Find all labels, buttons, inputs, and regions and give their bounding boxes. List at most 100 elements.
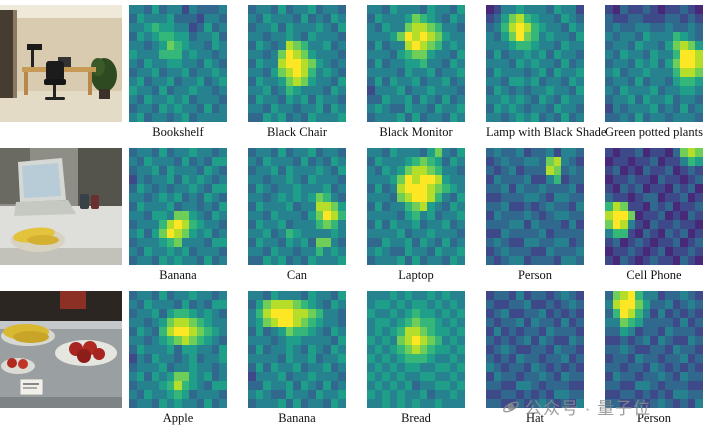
heatmap-cell: [620, 399, 628, 408]
heatmap-cell: [181, 32, 190, 41]
heatmap-cell: [204, 157, 212, 166]
heatmap-cell: [382, 68, 390, 77]
heatmap-cell: [680, 345, 688, 354]
heatmap-cell: [442, 193, 450, 202]
heatmap-cell: [434, 220, 443, 229]
heatmap-cell: [300, 23, 309, 32]
heatmap-cell: [680, 193, 688, 202]
heatmap-cell: [493, 327, 502, 336]
heatmap-cell: [501, 113, 509, 122]
heatmap-cell: [174, 184, 182, 193]
heatmap-cell: [523, 104, 532, 113]
heatmap-cell: [427, 399, 435, 408]
heatmap-cell: [315, 256, 324, 265]
heatmap-cell: [397, 95, 405, 104]
heatmap-cell: [278, 68, 286, 77]
heatmap-cell: [457, 68, 465, 77]
heatmap-cell: [174, 363, 182, 372]
heatmap-cell: [493, 14, 502, 23]
heatmap-cell: [568, 113, 577, 122]
heatmap-cell: [263, 256, 271, 265]
heatmap-cell: [657, 211, 666, 220]
heatmap-cell: [308, 220, 316, 229]
heatmap-cell: [263, 354, 271, 363]
heatmap-cell: [612, 256, 621, 265]
heatmap-cell: [248, 202, 256, 211]
heatmap-cell: [680, 318, 688, 327]
heatmap-cell: [151, 256, 160, 265]
heatmap-cell: [486, 50, 494, 59]
heatmap-cell: [285, 363, 294, 372]
heatmap-cell: [219, 86, 227, 95]
heatmap-cell: [650, 77, 658, 86]
heatmap-cell: [204, 175, 212, 184]
heatmap-cell: [389, 14, 398, 23]
heatmap-cell: [412, 23, 420, 32]
heatmap-cell: [196, 23, 205, 32]
heatmap-cell: [144, 372, 152, 381]
heatmap-cell: [672, 309, 681, 318]
heatmap-cell: [285, 336, 294, 345]
heatmap-cell: [382, 14, 390, 23]
heatmap-cell: [323, 336, 331, 345]
heatmap-cell: [300, 50, 309, 59]
heatmap-cell: [672, 238, 681, 247]
heatmap-cell: [263, 175, 271, 184]
heatmap-tile: Can: [248, 148, 346, 282]
heatmap-cell: [196, 363, 205, 372]
heatmap-cell: [501, 327, 509, 336]
heatmap-cell: [620, 291, 628, 300]
heatmap-cell: [255, 202, 264, 211]
heatmap-cell: [650, 68, 658, 77]
heatmap-cell: [270, 166, 279, 175]
heatmap-cell: [330, 14, 339, 23]
heatmap-cell: [434, 372, 443, 381]
heatmap-cell: [687, 59, 696, 68]
heatmap-cell: [136, 86, 145, 95]
heatmap-cell: [412, 238, 420, 247]
heatmap-cell: [434, 345, 443, 354]
heatmap-cell: [419, 390, 428, 399]
heatmap-cell: [508, 32, 517, 41]
heatmap-cell: [211, 77, 220, 86]
heatmap-cell: [181, 381, 190, 390]
heatmap-cell: [308, 148, 316, 157]
heatmap-cell: [620, 229, 628, 238]
heatmap-cell: [300, 157, 309, 166]
heatmap-cell: [457, 184, 465, 193]
heatmap-cell: [642, 68, 651, 77]
heatmap-cell: [166, 372, 175, 381]
heatmap-cell: [642, 113, 651, 122]
heatmap-cell: [672, 86, 681, 95]
heatmap-cell: [382, 354, 390, 363]
heatmap-cell: [516, 318, 524, 327]
heatmap-cell: [419, 211, 428, 220]
heatmap-cell: [576, 184, 584, 193]
heatmap-cell: [486, 68, 494, 77]
heatmap-cell: [315, 372, 324, 381]
heatmap-cell: [687, 95, 696, 104]
heatmap-cell: [605, 220, 613, 229]
heatmap-cell: [189, 345, 197, 354]
heatmap-cell: [374, 14, 383, 23]
heatmap-cell: [680, 336, 688, 345]
heatmap-cell: [672, 166, 681, 175]
heatmap-cell: [635, 309, 643, 318]
heatmap-cell: [419, 175, 428, 184]
heatmap-cell: [457, 104, 465, 113]
heatmap-cell: [330, 41, 339, 50]
heatmap-cell: [174, 372, 182, 381]
heatmap-cell: [672, 23, 681, 32]
heatmap-cell: [308, 211, 316, 220]
heatmap-cell: [196, 32, 205, 41]
heatmap-cell: [442, 220, 450, 229]
heatmap-cell: [255, 220, 264, 229]
heatmap-cell: [538, 229, 547, 238]
heatmap-cell: [397, 148, 405, 157]
heatmap-cell: [382, 229, 390, 238]
heatmap-cell: [612, 247, 621, 256]
heatmap-cell: [434, 86, 443, 95]
heatmap-cell: [650, 220, 658, 229]
heatmap-cell: [144, 41, 152, 50]
heatmap-cell: [174, 41, 182, 50]
